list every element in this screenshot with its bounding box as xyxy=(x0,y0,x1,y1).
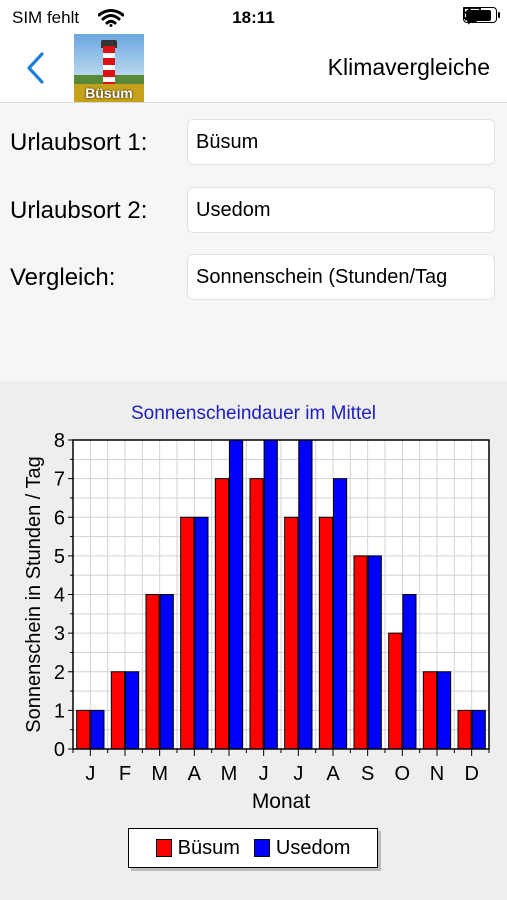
x-tick-label: A xyxy=(188,763,202,785)
x-tick-label: F xyxy=(119,763,131,785)
y-tick-label: 4 xyxy=(54,585,65,607)
bar-usedom xyxy=(402,594,417,750)
x-tick-label: J xyxy=(85,763,95,785)
bar-busum xyxy=(284,516,299,750)
y-tick-label: 8 xyxy=(54,430,65,452)
lighthouse-lamp xyxy=(101,40,117,48)
bar-usedom xyxy=(437,671,452,750)
bar-busum xyxy=(214,478,229,750)
bar-usedom xyxy=(125,671,140,750)
x-tick-label: M xyxy=(221,763,238,785)
x-tick-label: A xyxy=(326,763,340,785)
status-bar: SIM fehlt 18:11 xyxy=(0,0,507,34)
bar-usedom xyxy=(263,439,278,750)
y-tick-label: 3 xyxy=(54,623,65,645)
page-title: Klimavergleiche xyxy=(327,54,490,80)
place2-label: Urlaubsort 2: xyxy=(10,197,148,224)
y-tick-label: 0 xyxy=(54,739,65,761)
y-tick-label: 2 xyxy=(54,662,65,684)
bar-usedom xyxy=(298,439,313,750)
legend-label-busum: Büsum xyxy=(177,836,240,859)
chart-legend: Büsum Usedom xyxy=(128,828,378,868)
x-tick-label: O xyxy=(395,763,411,785)
clock: 18:11 xyxy=(232,8,275,27)
y-axis-label: Sonnenschein in Stunden / Tag xyxy=(23,456,45,733)
compare-field[interactable]: Sonnenschein (Stunden/Tag xyxy=(187,254,495,300)
bar-busum xyxy=(318,516,333,750)
bar-busum xyxy=(110,671,126,750)
legend-swatch-usedom xyxy=(253,839,270,857)
x-tick-label: N xyxy=(430,763,444,785)
bar-busum xyxy=(422,671,437,750)
bar-usedom xyxy=(471,709,486,750)
battery-icon xyxy=(463,7,500,23)
back-chevron-icon[interactable] xyxy=(22,50,52,86)
x-tick-label: D xyxy=(464,763,478,785)
bar-busum xyxy=(180,516,195,750)
place1-label: Urlaubsort 1: xyxy=(10,129,148,156)
bar-busum xyxy=(145,594,160,750)
legend-label-usedom: Usedom xyxy=(275,836,351,859)
legend-item-busum: Büsum xyxy=(155,836,240,860)
x-tick-label: M xyxy=(151,763,168,785)
place1-field[interactable]: Büsum xyxy=(187,119,495,165)
bar-usedom xyxy=(90,709,105,750)
chart-title: Sonnenscheindauer im Mittel xyxy=(130,403,377,424)
x-axis-label: Monat xyxy=(252,790,311,813)
lighthouse-icon xyxy=(103,46,115,86)
bar-usedom xyxy=(229,439,244,750)
bar-busum xyxy=(388,632,403,750)
compare-label: Vergleich: xyxy=(10,264,116,291)
bar-usedom xyxy=(194,516,209,750)
place2-field[interactable]: Usedom xyxy=(187,187,495,233)
comparison-form: Urlaubsort 1: Büsum Urlaubsort 2: Usedom… xyxy=(0,103,507,381)
y-tick-label: 7 xyxy=(54,469,65,491)
bar-usedom xyxy=(367,555,382,750)
bar-usedom xyxy=(333,478,348,750)
y-tick-label: 1 xyxy=(54,700,65,722)
x-tick-label: J xyxy=(293,763,303,785)
thumbnail-label: Büsum xyxy=(74,84,144,102)
x-tick-label: S xyxy=(361,763,374,785)
bar-busum xyxy=(457,709,472,750)
legend-item-usedom: Usedom xyxy=(253,836,351,860)
bar-busum xyxy=(249,478,264,750)
wifi-icon xyxy=(98,9,124,27)
navigation-bar: Büsum Klimavergleiche xyxy=(0,34,507,103)
y-tick-label: 6 xyxy=(54,507,65,529)
x-tick-label: J xyxy=(259,763,269,785)
bar-usedom xyxy=(159,594,174,750)
bar-busum xyxy=(76,709,91,750)
legend-swatch-busum xyxy=(155,839,172,857)
bar-busum xyxy=(353,555,368,750)
location-thumbnail[interactable]: Büsum xyxy=(74,34,144,102)
y-tick-label: 5 xyxy=(54,546,65,568)
carrier-label: SIM fehlt xyxy=(12,8,80,27)
